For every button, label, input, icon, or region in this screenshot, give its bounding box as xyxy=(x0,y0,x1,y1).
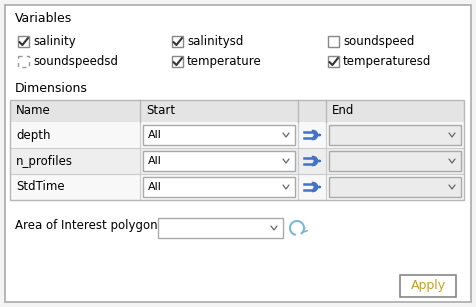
Bar xyxy=(18,36,29,47)
Text: Area of Interest polygon: Area of Interest polygon xyxy=(15,220,158,232)
Bar xyxy=(143,151,295,171)
Text: End: End xyxy=(332,104,354,118)
Bar xyxy=(10,100,464,122)
Bar xyxy=(329,177,461,197)
Bar xyxy=(400,275,456,297)
Bar xyxy=(10,100,464,200)
Bar xyxy=(328,36,339,47)
Bar xyxy=(158,218,283,238)
Bar xyxy=(172,56,183,67)
Text: Apply: Apply xyxy=(410,279,446,293)
Text: soundspeed: soundspeed xyxy=(343,35,415,48)
Bar xyxy=(10,174,464,200)
Text: All: All xyxy=(148,156,162,166)
Text: Dimensions: Dimensions xyxy=(15,83,88,95)
Text: salinitysd: salinitysd xyxy=(187,35,243,48)
Bar xyxy=(329,125,461,145)
Bar xyxy=(172,36,183,47)
Text: temperaturesd: temperaturesd xyxy=(343,55,431,68)
Text: Name: Name xyxy=(16,104,51,118)
Text: All: All xyxy=(148,182,162,192)
Bar xyxy=(328,56,339,67)
Text: Variables: Variables xyxy=(15,11,72,25)
Text: temperature: temperature xyxy=(187,55,262,68)
Bar xyxy=(143,177,295,197)
Text: All: All xyxy=(148,130,162,140)
Bar xyxy=(18,56,29,67)
Bar xyxy=(143,125,295,145)
Text: StdTime: StdTime xyxy=(16,181,65,193)
Text: salinity: salinity xyxy=(33,35,76,48)
Text: Start: Start xyxy=(146,104,175,118)
Bar xyxy=(329,151,461,171)
Text: n_profiles: n_profiles xyxy=(16,154,73,168)
Text: depth: depth xyxy=(16,129,50,142)
Bar xyxy=(10,148,464,174)
Bar xyxy=(10,122,464,148)
Text: soundspeedsd: soundspeedsd xyxy=(33,55,118,68)
